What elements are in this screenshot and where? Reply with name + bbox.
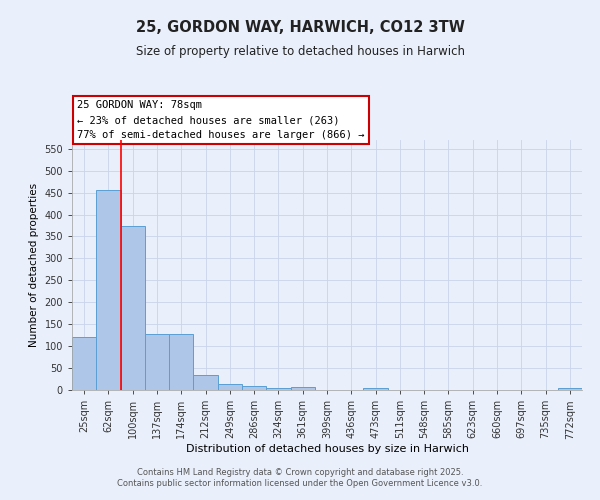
Bar [266, 388, 290, 390]
Text: 25, GORDON WAY, HARWICH, CO12 3TW: 25, GORDON WAY, HARWICH, CO12 3TW [136, 20, 464, 35]
Bar [364, 388, 388, 390]
Text: Size of property relative to detached houses in Harwich: Size of property relative to detached ho… [136, 45, 464, 58]
Text: Contains HM Land Registry data © Crown copyright and database right 2025.
Contai: Contains HM Land Registry data © Crown c… [118, 468, 482, 487]
Y-axis label: Number of detached properties: Number of detached properties [29, 183, 39, 347]
Bar [290, 388, 315, 390]
Bar [558, 388, 582, 390]
Bar [242, 386, 266, 390]
X-axis label: Distribution of detached houses by size in Harwich: Distribution of detached houses by size … [185, 444, 469, 454]
Text: 25 GORDON WAY: 78sqm
← 23% of detached houses are smaller (263)
77% of semi-deta: 25 GORDON WAY: 78sqm ← 23% of detached h… [77, 100, 365, 140]
Bar [169, 334, 193, 390]
Bar [218, 384, 242, 390]
Bar [145, 334, 169, 390]
Bar [121, 226, 145, 390]
Bar [96, 190, 121, 390]
Bar [193, 374, 218, 390]
Bar [72, 338, 96, 390]
